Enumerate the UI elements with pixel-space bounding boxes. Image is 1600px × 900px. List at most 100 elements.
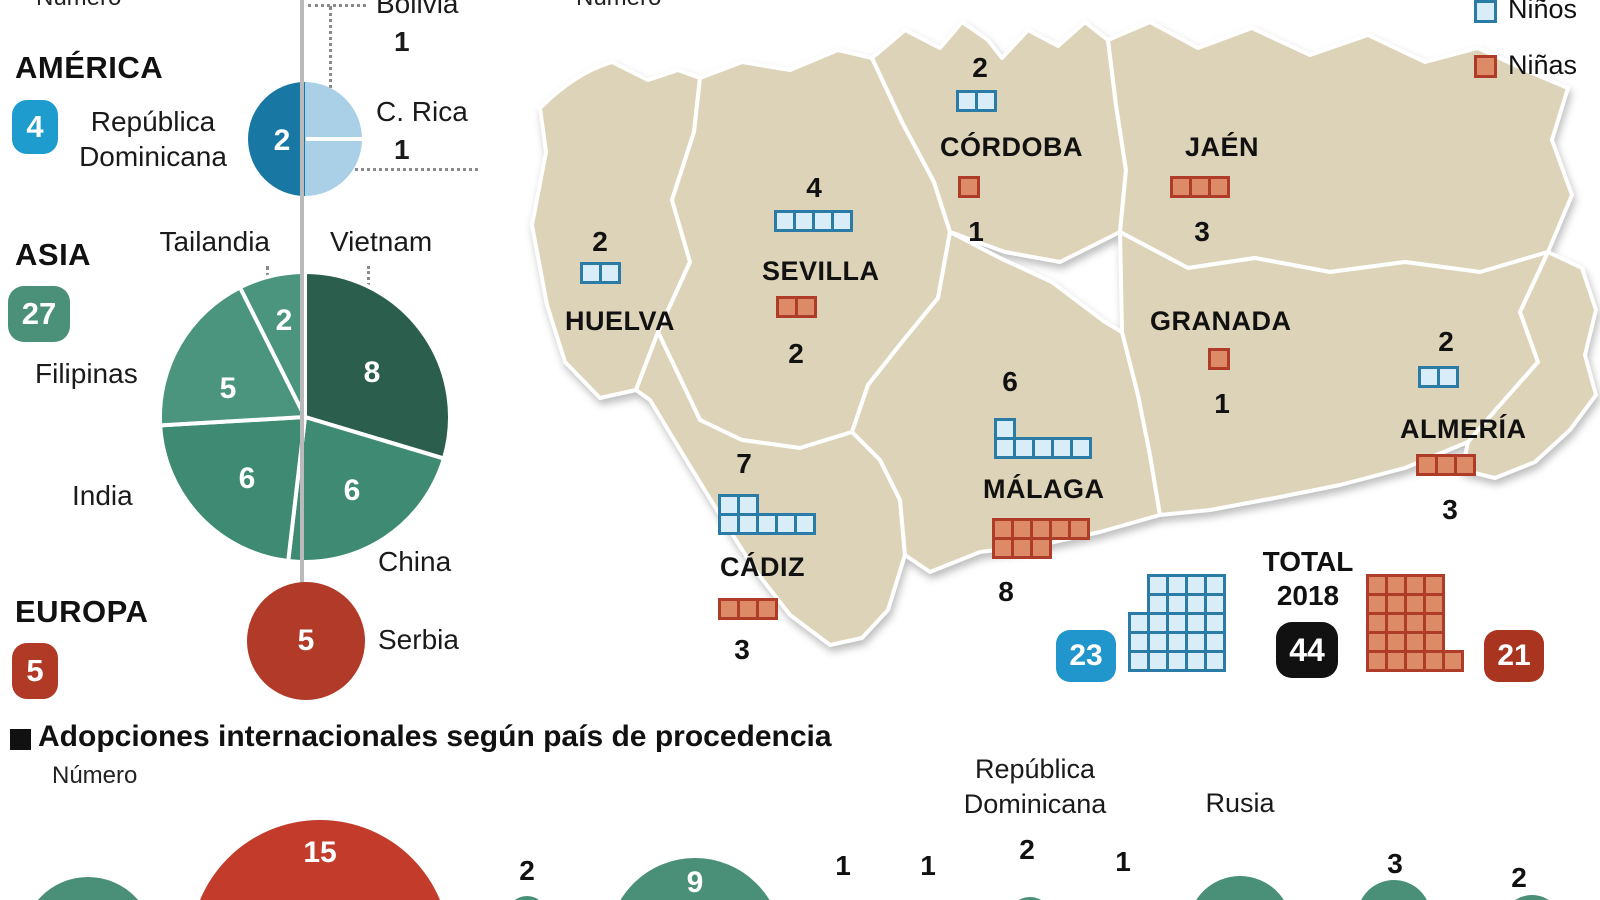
- grand-total-badge: 44: [1276, 622, 1338, 678]
- malaga-label: MÁLAGA: [983, 474, 1105, 504]
- china-label: China: [378, 546, 452, 577]
- bottom-value-15: 15: [303, 836, 337, 869]
- sevilla-boys-pictogram: [774, 210, 853, 232]
- sevilla-girls-pictogram: [776, 296, 817, 318]
- sevilla-girls-count: 2: [788, 338, 804, 369]
- boys-legend-label: Niños: [1508, 0, 1578, 24]
- costarica-value: 1: [394, 134, 410, 165]
- bottom-circle-small: [1357, 880, 1431, 900]
- vietnam-value: 8: [364, 356, 381, 389]
- jaen-girls-count: 3: [1194, 216, 1210, 247]
- sevilla-boys-count: 4: [806, 172, 822, 203]
- bolivia-label: Bolivia: [376, 0, 459, 19]
- filipinas-label: Filipinas: [35, 358, 138, 389]
- bottom-axis-label: Número: [52, 762, 138, 789]
- cadiz-girls-count: 3: [734, 634, 750, 665]
- girls-legend-label: Niñas: [1508, 50, 1578, 80]
- bottom-circle-small: [1502, 895, 1562, 900]
- rusia-label: Rusia: [1205, 788, 1275, 818]
- malaga-boys-pictogram: [994, 418, 1092, 459]
- china-value: 6: [344, 474, 361, 507]
- europa-total-badge: 5: [12, 643, 58, 699]
- cadiz-boys-pictogram: [718, 494, 816, 535]
- cordoba-label: CÓRDOBA: [940, 132, 1083, 162]
- almeria-girls-count: 3: [1442, 494, 1458, 525]
- slice-vietnam: [303, 270, 452, 461]
- left-axis-label: Número: [36, 0, 121, 12]
- girls-total-pictogram: [1366, 574, 1464, 672]
- malaga-girls-count: 8: [998, 576, 1014, 607]
- jaen-label: JAÉN: [1185, 132, 1260, 162]
- asia-pie-chart: 8 6 6 5 2: [157, 270, 452, 564]
- serbia-circle: 5: [247, 582, 365, 700]
- india-value: 6: [239, 462, 256, 495]
- malaga-girls-pictogram: [992, 518, 1090, 559]
- granada-girls-pictogram: [1208, 348, 1230, 370]
- europa-title: EUROPA: [15, 594, 149, 629]
- bottom-section-title: Adopciones internacionales según país de…: [38, 720, 832, 753]
- america-pie-chart: 2: [248, 82, 362, 196]
- province-shape-huelva: [530, 60, 702, 400]
- costarica-label: C. Rica: [376, 96, 468, 127]
- slice-china: [286, 415, 446, 564]
- section-bullet-icon: [10, 729, 31, 750]
- total-label-line2: 2018: [1276, 580, 1340, 611]
- slice-republica-dominicana: [248, 82, 305, 196]
- province-shape-cadiz: [634, 330, 907, 647]
- asia-total-badge: 27: [8, 286, 70, 342]
- asia-title: ASIA: [15, 237, 92, 272]
- india-label: India: [72, 480, 133, 511]
- boys-total-pictogram: [1128, 574, 1226, 672]
- boys-total-badge: 23: [1056, 630, 1116, 682]
- sevilla-label: SEVILLA: [762, 256, 880, 286]
- province-shape-jaen: [1106, 20, 1574, 274]
- andalucia-map: [530, 20, 1598, 647]
- serbia-label: Serbia: [378, 624, 459, 655]
- tailandia-label: Tailandia: [159, 226, 270, 257]
- almeria-label: ALMERÍA: [1400, 414, 1527, 444]
- map-axis-label: Número: [576, 0, 661, 12]
- cordoba-girls-pictogram: [958, 176, 980, 198]
- bolivia-value: 1: [394, 26, 410, 57]
- bottom-value-2b: 2: [1019, 834, 1035, 865]
- granada-label: GRANADA: [1150, 306, 1292, 336]
- america-slice-value: 2: [274, 124, 291, 157]
- bottom-circle-partial: [22, 877, 154, 900]
- almeria-girls-pictogram: [1416, 454, 1476, 476]
- vietnam-label: Vietnam: [330, 226, 433, 257]
- huelva-boys-count: 2: [592, 226, 608, 257]
- bottom-circle-small: [1008, 897, 1052, 900]
- cadiz-boys-count: 7: [736, 448, 752, 479]
- serbia-value: 5: [297, 624, 315, 657]
- granada-girls-count: 1: [1214, 388, 1230, 419]
- almeria-boys-pictogram: [1418, 366, 1459, 388]
- girls-legend-swatch-icon: [1474, 55, 1497, 78]
- vertical-divider-line: [300, 0, 304, 584]
- huelva-boys-pictogram: [580, 262, 621, 284]
- republica-dominicana-label: República Dominicana: [79, 106, 227, 172]
- costarica-leader-line: [330, 168, 478, 171]
- almeria-boys-count: 2: [1438, 326, 1454, 357]
- filipinas-value: 5: [220, 372, 237, 405]
- jaen-girls-pictogram: [1170, 176, 1230, 198]
- bolivia-leader-line: [308, 4, 366, 7]
- cordoba-boys-count: 2: [972, 52, 988, 83]
- cordoba-boys-pictogram: [956, 90, 997, 112]
- america-title: AMÉRICA: [15, 50, 164, 85]
- slice-tailandia: [238, 270, 307, 419]
- bottom-value-2a: 2: [519, 855, 535, 886]
- bottom-value-2c: 2: [1511, 862, 1527, 893]
- slice-india: [158, 415, 307, 563]
- republica-dominicana-bottom-label: República Dominicana: [963, 754, 1107, 819]
- bottom-value-1c: 1: [1115, 846, 1131, 877]
- bottom-value-1a: 1: [835, 850, 851, 881]
- bottom-circle-small: [507, 896, 547, 900]
- province-shape-almeria: [1460, 250, 1598, 480]
- cadiz-label: CÁDIZ: [720, 552, 805, 582]
- tailandia-value: 2: [276, 304, 293, 337]
- rusia-circle: [1188, 876, 1292, 900]
- slice-filipinas: [157, 285, 307, 428]
- bottom-value-3: 3: [1387, 848, 1403, 879]
- bolivia-leader-line: [329, 6, 332, 102]
